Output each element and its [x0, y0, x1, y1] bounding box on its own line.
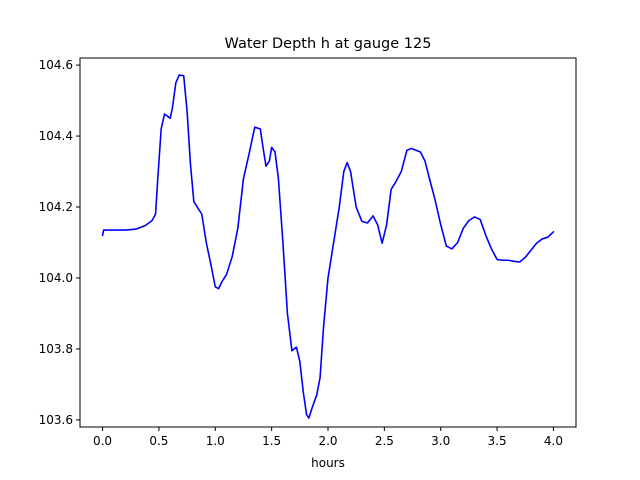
- x-tick-label: 1.0: [206, 434, 225, 448]
- x-axis-label: hours: [311, 456, 345, 470]
- x-tick-label: 3.0: [431, 434, 450, 448]
- x-tick-label: 2.0: [318, 434, 337, 448]
- y-tick-label: 104.4: [39, 129, 73, 143]
- x-tick-label: 3.5: [488, 434, 507, 448]
- chart-title: Water Depth h at gauge 125: [225, 36, 432, 52]
- y-tick-label: 104.6: [39, 58, 73, 72]
- x-tick-label: 0.5: [149, 434, 168, 448]
- x-tick-label: 4.0: [544, 434, 563, 448]
- x-axis: 0.0 0.5 1.0 1.5 2.0 2.5 3.0 3.5 4.0: [93, 427, 563, 448]
- series-line-0: [101, 74, 555, 419]
- y-tick-label: 103.8: [39, 342, 73, 356]
- x-tick-label: 2.5: [375, 434, 394, 448]
- y-tick-label: 103.6: [39, 413, 73, 427]
- x-tick-label: 0.0: [93, 434, 112, 448]
- y-axis: 103.6 103.8 104.0 104.2 104.4 104.6: [39, 58, 80, 427]
- x-tick-label: 1.5: [262, 434, 281, 448]
- y-tick-label: 104.0: [39, 271, 73, 285]
- y-tick-label: 104.2: [39, 200, 73, 214]
